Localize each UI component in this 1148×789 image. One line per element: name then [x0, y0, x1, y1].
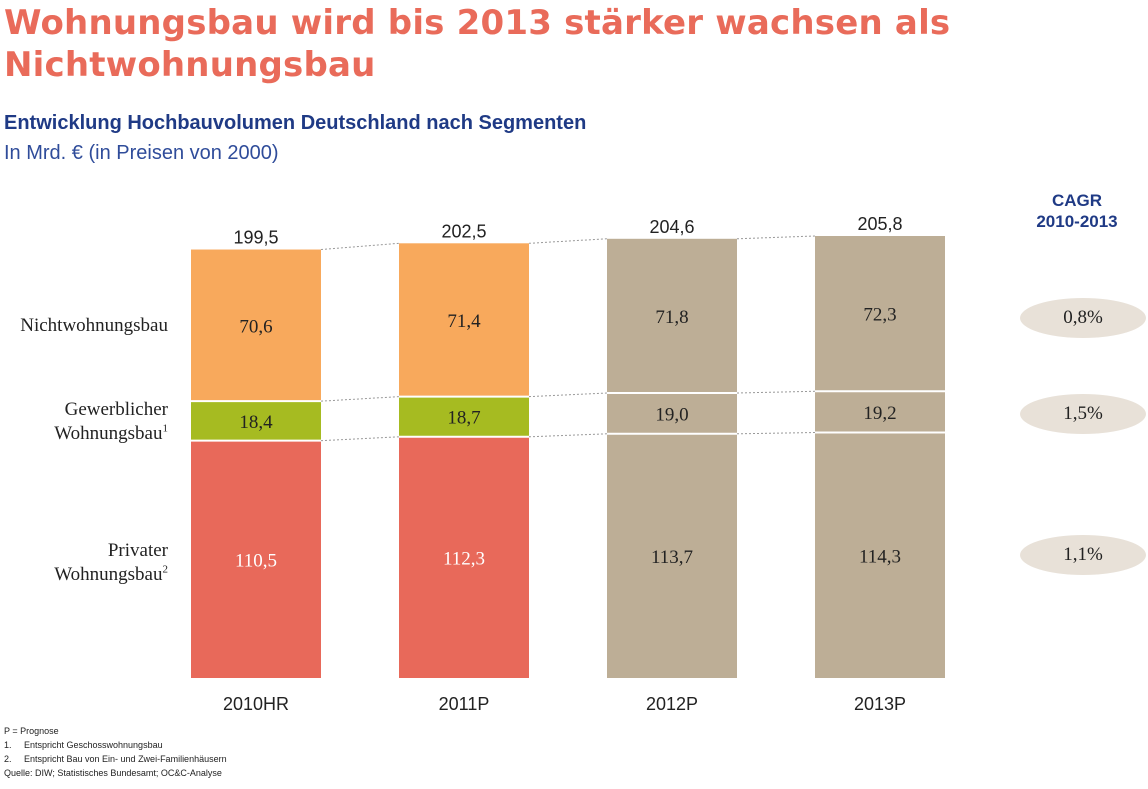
- data-label: 19,0: [655, 404, 688, 425]
- total-label: 202,5: [441, 221, 486, 241]
- category-label: 2012P: [646, 694, 698, 714]
- chart-subtitle: Entwicklung Hochbauvolumen Deutschland n…: [4, 112, 587, 134]
- data-label: 18,7: [447, 408, 480, 429]
- bar-segment: [399, 243, 529, 397]
- bar-segment: [607, 433, 737, 678]
- data-label: 72,3: [863, 305, 896, 326]
- cagr-pill-privat: 1,1%: [1020, 535, 1146, 575]
- connector-line: [736, 235, 816, 240]
- data-label: 114,3: [859, 546, 901, 567]
- footnote-source: Quelle: DIW; Statistisches Bundesamt; OC…: [4, 768, 222, 778]
- total-label: 199,5: [233, 228, 278, 248]
- connector-line: [528, 433, 608, 438]
- footnote-1: 1. Entspricht Geschosswohnungsbau: [4, 740, 163, 750]
- footnote-2: 2. Entspricht Bau von Ein- und Zwei-Famil…: [4, 754, 227, 764]
- cagr-header-line1: CAGR: [1051, 191, 1103, 210]
- bar-segment: [815, 432, 945, 678]
- bar-segment: [815, 236, 945, 392]
- bar-segment: [191, 440, 321, 678]
- row-label-line: Wohnungsbau2: [54, 563, 169, 585]
- bar-segment: [607, 238, 737, 393]
- footnote-marker: 2: [162, 563, 169, 576]
- data-label: 110,5: [235, 550, 277, 571]
- data-label: 18,4: [239, 412, 273, 433]
- connector-line: [736, 432, 816, 435]
- data-label: 19,2: [863, 403, 896, 424]
- connector-line: [320, 436, 400, 442]
- total-label: 204,6: [649, 217, 694, 237]
- row-label-nichtwohnungsbau: Nichtwohnungsbau: [20, 314, 168, 338]
- bar-segment: [607, 392, 737, 434]
- bar-segment: [399, 436, 529, 678]
- row-label-text: Nichtwohnungsbau: [20, 315, 168, 336]
- connector-line: [320, 242, 400, 251]
- chart-unit: In Mrd. € (in Preisen von 2000): [4, 142, 279, 164]
- bar-segment: [399, 396, 529, 437]
- connector-line: [320, 396, 400, 402]
- data-label: 70,6: [239, 316, 272, 337]
- category-label: 2013P: [854, 694, 906, 714]
- cagr-header-line2: 2010-2013: [1036, 212, 1118, 231]
- connector-line: [528, 238, 608, 244]
- footnote-marker: 1: [162, 422, 169, 435]
- total-label: 205,8: [857, 214, 902, 234]
- data-label: 71,4: [447, 311, 481, 332]
- cagr-header: CAGR 2010-2013: [1010, 190, 1144, 232]
- cagr-pill-gewerblich: 1,5%: [1020, 394, 1146, 434]
- row-label-line: Wohnungsbau1: [54, 422, 169, 444]
- row-label-line: Privater: [107, 540, 168, 561]
- category-label: 2011P: [439, 694, 490, 714]
- data-label: 112,3: [443, 548, 485, 569]
- row-label-gewerblich: Gewerblicher Wohnungsbau1: [54, 398, 168, 446]
- data-label: 71,8: [655, 307, 688, 328]
- data-label: 113,7: [651, 547, 693, 568]
- page-title: Wohnungsbau wird bis 2013 stärker wachse…: [4, 3, 951, 85]
- connector-line: [736, 390, 816, 394]
- footnote-legend: P = Prognose: [4, 726, 59, 736]
- cagr-pill-nichtwohnungsbau: 0,8%: [1020, 298, 1146, 338]
- bar-segment: [191, 249, 321, 402]
- bar-segment: [191, 401, 321, 441]
- row-label-privat: Privater Wohnungsbau2: [54, 539, 168, 587]
- connector-line: [528, 392, 608, 398]
- bar-segment: [815, 391, 945, 433]
- footnotes: P = Prognose 1. Entspricht Geschosswohnun…: [4, 724, 227, 780]
- row-label-line: Gewerblicher: [64, 399, 168, 420]
- category-label: 2010HR: [223, 694, 289, 714]
